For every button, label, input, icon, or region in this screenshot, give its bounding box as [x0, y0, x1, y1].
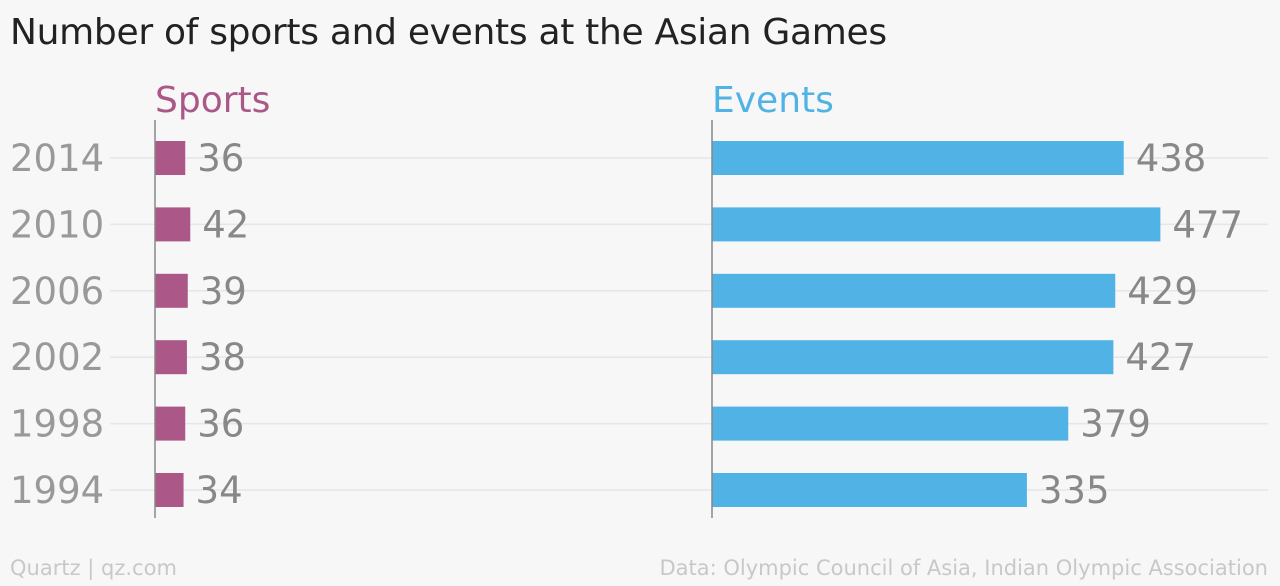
events-bar: [712, 207, 1161, 242]
axes: [154, 120, 713, 518]
value-labels: 36 42 39 38 36 34 438 477 429 427 379 335: [196, 137, 1243, 512]
category-label: 2014: [10, 137, 104, 180]
category-label: 2002: [10, 336, 104, 379]
sports-bar: [155, 340, 187, 375]
bars: [155, 141, 1161, 507]
category-labels: 2014 2010 2006 2002 1998 1994: [10, 137, 104, 512]
panel-titles: Sports Events: [155, 80, 834, 121]
sports-bar: [155, 473, 184, 507]
sports-value-label: 38: [199, 336, 246, 379]
sports-bar: [155, 207, 191, 242]
category-label: 2010: [10, 203, 104, 246]
sports-value-label: 34: [196, 469, 243, 512]
category-label: 2006: [10, 270, 104, 313]
events-value-label: 427: [1125, 336, 1196, 379]
events-bar: [712, 141, 1124, 175]
events-bar: [712, 273, 1116, 308]
events-bar: [712, 340, 1114, 375]
sports-bar: [155, 273, 188, 308]
sports-value-label: 39: [200, 270, 247, 313]
gridlines: [110, 157, 1268, 491]
sports-bar: [155, 406, 186, 441]
events-panel-title: Events: [712, 80, 834, 121]
sports-value-label: 42: [202, 203, 249, 246]
category-label: 1994: [10, 469, 104, 512]
events-bar: [712, 406, 1069, 441]
chart-title: Number of sports and events at the Asian…: [10, 12, 887, 53]
events-value-label: 429: [1127, 270, 1198, 313]
events-value-label: 438: [1136, 137, 1207, 180]
category-label: 1998: [10, 403, 104, 446]
sports-bar: [155, 141, 186, 175]
events-bar: [712, 473, 1027, 507]
sports-value-label: 36: [197, 137, 244, 180]
events-value-label: 335: [1039, 469, 1110, 512]
footer-source: Data: Olympic Council of Asia, Indian Ol…: [659, 556, 1268, 580]
sports-value-label: 36: [197, 403, 244, 446]
events-value-label: 379: [1080, 403, 1151, 446]
events-value-label: 477: [1172, 203, 1243, 246]
footer-credit: Quartz | qz.com: [10, 556, 177, 580]
sports-panel-title: Sports: [155, 80, 270, 121]
